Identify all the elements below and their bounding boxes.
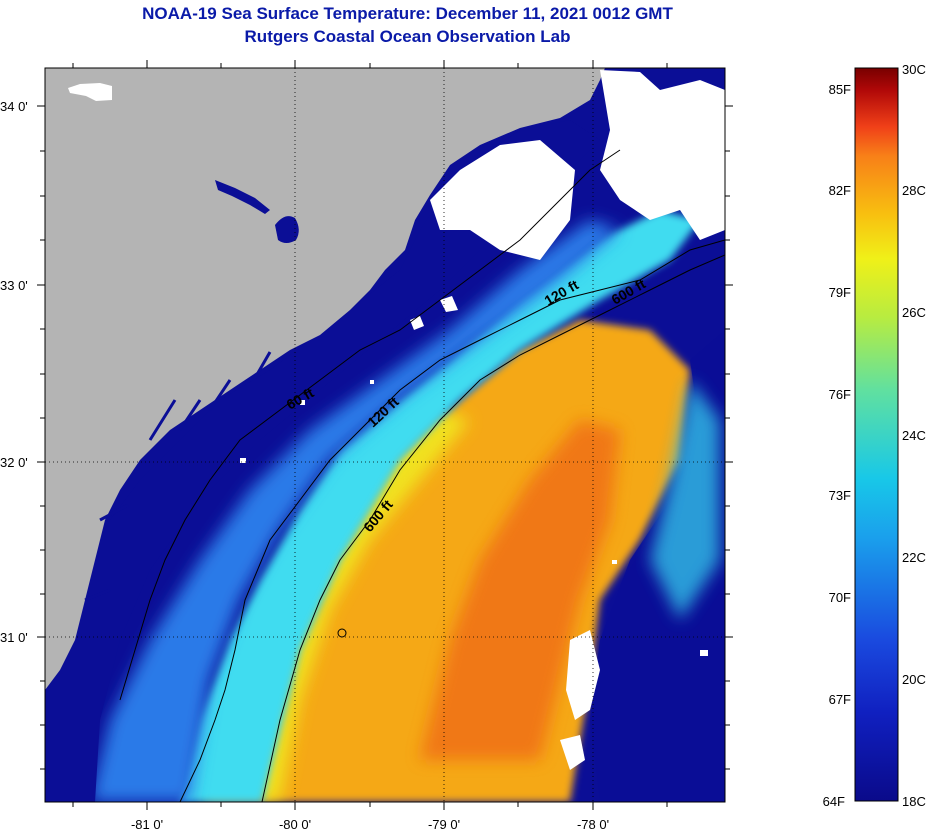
white-patch-land	[68, 83, 112, 101]
cb-c-28: 28C	[902, 183, 926, 198]
contour-120ft	[179, 239, 725, 802]
eastern-cyan-patch	[650, 380, 720, 620]
contour-600ft	[261, 254, 725, 802]
lat-label-31: 31 0'	[0, 630, 28, 645]
colorbar-fahrenheit-labels: 85F 82F 79F 76F 73F 70F 67F 64F	[823, 82, 851, 809]
coastal-estuary	[84, 351, 272, 602]
lon-label-80: -80 0'	[279, 817, 311, 832]
cb-c-18: 18C	[902, 794, 926, 809]
colorbar-gradient	[854, 67, 899, 802]
cb-c-30: 30C	[902, 62, 926, 77]
cloud-cover	[410, 70, 725, 770]
cb-f-67: 67F	[829, 692, 851, 707]
lon-label-78: -78 0'	[577, 817, 609, 832]
map-title-line2: Rutgers Coastal Ocean Observation Lab	[244, 27, 571, 46]
cb-f-79: 79F	[829, 285, 851, 300]
map-title-line1: NOAA-19 Sea Surface Temperature: Decembe…	[142, 4, 673, 23]
shelf-outer-water	[180, 210, 700, 802]
colorbar: 85F 82F 79F 76F 73F 70F 67F 64F 30C 28C …	[823, 62, 926, 809]
lon-label-79: -79 0'	[428, 817, 460, 832]
map-frame: 60 ft 120 ft 120 ft 600 ft 600 ft	[45, 68, 725, 802]
cb-f-64: 64F	[823, 794, 845, 809]
cb-f-85: 85F	[829, 82, 851, 97]
gulf-stream-core	[420, 420, 620, 760]
lake	[275, 216, 299, 243]
gridlines	[45, 68, 725, 802]
lat-label-34: 34 0'	[0, 99, 28, 114]
cb-c-22: 22C	[902, 550, 926, 565]
land-coast	[45, 68, 605, 690]
cloud-specks	[240, 380, 708, 656]
cb-c-20: 20C	[902, 672, 926, 687]
contour-60ft	[119, 149, 621, 701]
bathymetry-contours	[119, 149, 725, 802]
shelf-mid-water	[90, 220, 620, 802]
cb-f-73: 73F	[829, 488, 851, 503]
map-border	[44, 67, 726, 803]
longitude-labels: -81 0' -80 0' -79 0' -78 0'	[131, 817, 609, 832]
cb-f-76: 76F	[829, 387, 851, 402]
contour-seamount	[337, 628, 347, 638]
cb-c-24: 24C	[902, 428, 926, 443]
cb-f-82: 82F	[829, 183, 851, 198]
lat-label-33: 33 0'	[0, 278, 28, 293]
latitude-labels: 34 0' 33 0' 32 0' 31 0'	[0, 99, 28, 645]
lon-label-81: -81 0'	[131, 817, 163, 832]
cb-c-26: 26C	[902, 305, 926, 320]
lat-label-32: 32 0'	[0, 455, 28, 470]
cb-f-70: 70F	[829, 590, 851, 605]
colorbar-celsius-labels: 30C 28C 26C 24C 22C 20C 18C	[902, 62, 926, 809]
inland-water	[215, 180, 270, 214]
tick-marks	[37, 60, 733, 810]
